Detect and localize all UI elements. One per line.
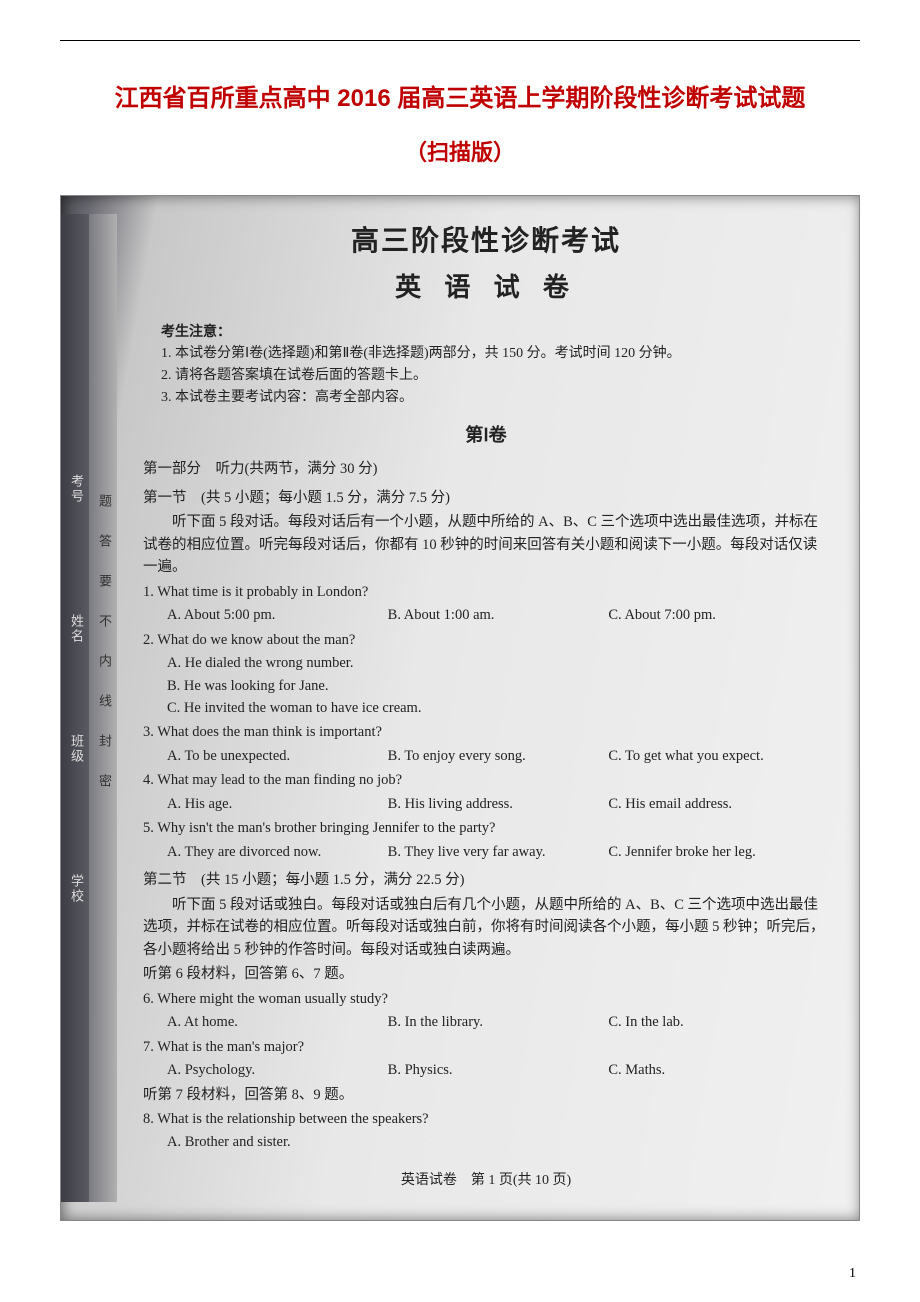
- question-2: 2. What do we know about the man?: [143, 629, 829, 651]
- seal-char-7: 封: [95, 734, 114, 749]
- page-footer: 英语试卷 第 1 页(共 10 页): [143, 1170, 829, 1192]
- material-6-heading: 听第 6 段材料，回答第 6、7 题。: [143, 963, 829, 985]
- question-2-options: A. He dialed the wrong number. B. He was…: [167, 652, 829, 719]
- section2-intro: 听下面 5 段对话或独白。每段对话或独白后有几个小题，从题中所给的 A、B、C …: [143, 894, 829, 961]
- exam-subject: 英 语 试 卷: [143, 267, 829, 307]
- question-3-options: A. To be unexpected. B. To enjoy every s…: [167, 745, 829, 767]
- q7-option-c: C. Maths.: [608, 1059, 829, 1081]
- question-7-options: A. Psychology. B. Physics. C. Maths.: [167, 1059, 829, 1081]
- candidate-notice: 考生注意： 1. 本试卷分第Ⅰ卷(选择题)和第Ⅱ卷(非选择题)两部分，共 150…: [161, 322, 819, 409]
- question-6: 6. Where might the woman usually study?: [143, 988, 829, 1010]
- question-8-options: A. Brother and sister.: [167, 1131, 829, 1153]
- question-8: 8. What is the relationship between the …: [143, 1108, 829, 1130]
- notice-line-3: 3. 本试卷主要考试内容：高考全部内容。: [161, 387, 819, 409]
- question-1-options: A. About 5:00 pm. B. About 1:00 am. C. A…: [167, 604, 829, 626]
- side-label-name: 姓名: [67, 614, 86, 644]
- q2-option-a: A. He dialed the wrong number.: [167, 652, 829, 674]
- exam-content: 高三阶段性诊断考试 英 语 试 卷 考生注意： 1. 本试卷分第Ⅰ卷(选择题)和…: [117, 214, 859, 1202]
- q2-option-b: B. He was looking for Jane.: [167, 675, 829, 697]
- q1-option-b: B. About 1:00 am.: [388, 604, 609, 626]
- q2-option-c: C. He invited the woman to have ice crea…: [167, 697, 829, 719]
- page: 江西省百所重点高中 2016 届高三英语上学期阶段性诊断考试试题 （扫描版） 考…: [0, 0, 920, 1281]
- question-4-options: A. His age. B. His living address. C. Hi…: [167, 793, 829, 815]
- seal-char-4: 不: [95, 614, 114, 629]
- q6-option-b: B. In the library.: [388, 1011, 609, 1033]
- q1-option-c: C. About 7:00 pm.: [608, 604, 829, 626]
- seal-char-8: 密: [95, 774, 114, 789]
- question-4: 4. What may lead to the man finding no j…: [143, 769, 829, 791]
- scanned-page-frame: 考号 姓名 班级 学校 题 答 要 不 内 线 封 密 高三阶段性诊断考试 英 …: [60, 195, 860, 1221]
- question-7: 7. What is the man's major?: [143, 1036, 829, 1058]
- q5-option-c: C. Jennifer broke her leg.: [608, 841, 829, 863]
- binding-margin-outer: 考号 姓名 班级 学校: [61, 214, 89, 1202]
- side-label-class: 班级: [67, 734, 86, 764]
- exam-title: 高三阶段性诊断考试: [143, 220, 829, 263]
- material-7-heading: 听第 7 段材料，回答第 8、9 题。: [143, 1084, 829, 1106]
- q5-option-b: B. They live very far away.: [388, 841, 609, 863]
- document-subtitle: （扫描版）: [0, 135, 920, 167]
- seal-char-6: 线: [95, 694, 114, 709]
- question-6-options: A. At home. B. In the library. C. In the…: [167, 1011, 829, 1033]
- question-3: 3. What does the man think is important?: [143, 721, 829, 743]
- seal-char-3: 要: [95, 574, 114, 589]
- notice-heading: 考生注意：: [161, 322, 819, 344]
- seal-char-5: 内: [95, 654, 114, 669]
- question-5-options: A. They are divorced now. B. They live v…: [167, 841, 829, 863]
- section2-heading: 第二节 (共 15 小题；每小题 1.5 分，满分 22.5 分): [143, 869, 829, 891]
- section1-heading: 第一节 (共 5 小题；每小题 1.5 分，满分 7.5 分): [143, 487, 829, 509]
- q6-option-c: C. In the lab.: [608, 1011, 829, 1033]
- q4-option-c: C. His email address.: [608, 793, 829, 815]
- scan-inner: 考号 姓名 班级 学校 题 答 要 不 内 线 封 密 高三阶段性诊断考试 英 …: [61, 214, 859, 1202]
- q6-option-a: A. At home.: [167, 1011, 388, 1033]
- document-page-number: 1: [849, 1266, 856, 1282]
- q7-option-b: B. Physics.: [388, 1059, 609, 1081]
- q3-option-b: B. To enjoy every song.: [388, 745, 609, 767]
- top-horizontal-rule: [60, 40, 860, 41]
- q4-option-b: B. His living address.: [388, 793, 609, 815]
- notice-line-1: 1. 本试卷分第Ⅰ卷(选择题)和第Ⅱ卷(非选择题)两部分，共 150 分。考试时…: [161, 343, 819, 365]
- notice-line-2: 2. 请将各题答案填在试卷后面的答题卡上。: [161, 365, 819, 387]
- q8-option-a: A. Brother and sister.: [167, 1131, 829, 1153]
- binding-margin-inner: 题 答 要 不 内 线 封 密: [89, 214, 117, 1202]
- side-label-school: 学校: [67, 874, 86, 904]
- q3-option-c: C. To get what you expect.: [608, 745, 829, 767]
- seal-char-1: 题: [95, 494, 114, 509]
- q7-option-a: A. Psychology.: [167, 1059, 388, 1081]
- section1-intro: 听下面 5 段对话。每段对话后有一个小题，从题中所给的 A、B、C 三个选项中选…: [143, 511, 829, 578]
- side-label-exam-id: 考号: [67, 474, 86, 504]
- q4-option-a: A. His age.: [167, 793, 388, 815]
- volume-1-heading: 第Ⅰ卷: [143, 422, 829, 450]
- seal-char-2: 答: [95, 534, 114, 549]
- question-5: 5. Why isn't the man's brother bringing …: [143, 817, 829, 839]
- q1-option-a: A. About 5:00 pm.: [167, 604, 388, 626]
- document-title: 江西省百所重点高中 2016 届高三英语上学期阶段性诊断考试试题: [50, 81, 870, 117]
- q5-option-a: A. They are divorced now.: [167, 841, 388, 863]
- part1-heading: 第一部分 听力(共两节，满分 30 分): [143, 458, 829, 480]
- question-1: 1. What time is it probably in London?: [143, 581, 829, 603]
- q3-option-a: A. To be unexpected.: [167, 745, 388, 767]
